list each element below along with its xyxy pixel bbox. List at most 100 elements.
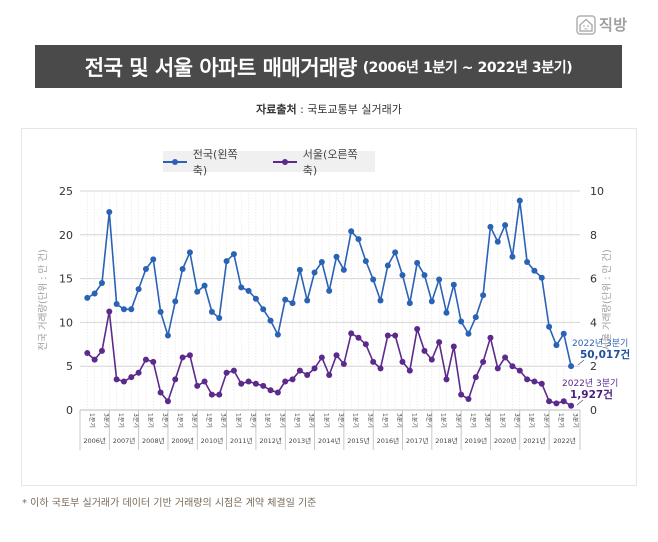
quarter-label: 3분기	[513, 413, 521, 428]
seoul-point	[318, 354, 325, 361]
nation-point	[172, 298, 179, 305]
seoul-point	[326, 371, 333, 378]
data-source: 자료출처 : 국토교통부 실거래가	[0, 101, 658, 117]
quarter-label: 3분기	[484, 413, 492, 428]
series-seoul	[84, 308, 575, 409]
year-label: 2016년	[377, 436, 400, 445]
seoul-point	[106, 308, 113, 315]
nation-point	[318, 258, 325, 265]
annotation-seoul-value: 1,927건	[570, 388, 613, 401]
nation-point	[355, 236, 362, 243]
nation-point	[128, 306, 135, 313]
year-label: 2022년	[553, 436, 576, 445]
nation-point	[289, 300, 296, 307]
quarter-label: 1분기	[88, 413, 96, 428]
nation-point	[201, 282, 208, 289]
nation-point	[194, 288, 201, 295]
nation-point	[120, 306, 127, 313]
nation-point	[296, 266, 303, 273]
nation-point	[487, 223, 494, 230]
nation-point	[142, 265, 149, 272]
quarter-label: 1분기	[322, 413, 330, 428]
seoul-point	[509, 363, 516, 370]
seoul-point	[450, 343, 457, 350]
seoul-point	[340, 361, 347, 368]
nation-point	[377, 297, 384, 304]
nation-point	[304, 297, 311, 304]
seoul-point	[172, 376, 179, 383]
nation-point	[91, 290, 98, 297]
nation-point	[179, 265, 186, 272]
chart-legend: 전국(왼쪽 축) 서울(오른쪽 축)	[163, 148, 375, 177]
nation-point	[333, 253, 340, 260]
chart-title: 전국 및 서울 아파트 매매거래량	[84, 55, 357, 80]
seoul-point	[436, 339, 443, 346]
nation-point	[443, 309, 450, 316]
series-nation	[84, 197, 575, 370]
seoul-point	[502, 354, 509, 361]
nation-point	[509, 253, 516, 260]
quarter-label: 1분기	[205, 413, 213, 428]
seoul-point	[370, 358, 377, 365]
left-axis-ticks: 0 5 10 15 20 25	[59, 185, 73, 417]
seoul-point	[362, 341, 369, 348]
year-label: 2007년	[113, 436, 136, 445]
seoul-point	[377, 365, 384, 372]
quarter-label: 1분기	[146, 413, 154, 428]
nation-point	[150, 256, 157, 263]
seoul-point	[194, 382, 201, 389]
seoul-point	[113, 376, 120, 383]
quarter-label: 3분기	[132, 413, 140, 428]
quarter-label: 3분기	[542, 413, 550, 428]
nation-point	[267, 317, 274, 324]
nation-point	[516, 197, 523, 204]
nation-point	[157, 308, 164, 315]
left-tick-label: 0	[66, 404, 73, 417]
seoul-point	[524, 376, 531, 383]
seoul-point	[238, 380, 245, 387]
year-label: 2019년	[465, 436, 488, 445]
seoul-point	[546, 398, 553, 405]
legend-item-seoul: 서울(오른쪽 축)	[272, 146, 375, 178]
nation-point	[84, 294, 91, 301]
right-axis-label: 서울 거래량(단위 : 만 건)	[601, 249, 613, 350]
nation-point	[538, 274, 545, 281]
seoul-point	[216, 391, 223, 398]
quarter-label: 1분기	[498, 413, 506, 428]
right-tick-label: 8	[590, 229, 597, 242]
nation-point	[458, 318, 465, 325]
left-tick-label: 25	[59, 185, 73, 198]
seoul-point	[252, 380, 259, 387]
seoul-point	[531, 378, 538, 385]
nation-point	[524, 258, 531, 265]
seoul-point	[223, 369, 230, 376]
nation-point	[414, 259, 421, 266]
annotation-nation: 2022년 3분기 50,017건	[572, 338, 630, 366]
seoul-point	[201, 378, 208, 385]
nation-point	[568, 363, 575, 370]
nation-point	[428, 298, 435, 305]
nation-point	[553, 342, 560, 349]
seoul-point	[333, 352, 340, 359]
seoul-point	[91, 356, 98, 363]
seoul-point	[296, 367, 303, 374]
right-tick-label: 10	[590, 185, 604, 198]
seoul-point	[142, 356, 149, 363]
quarter-label: 1분기	[293, 413, 301, 428]
seoul-point	[443, 376, 450, 383]
year-label: 2021년	[523, 436, 546, 445]
quarter-label: 3분기	[102, 413, 110, 428]
quarter-label: 1분기	[264, 413, 272, 428]
seoul-point	[120, 378, 127, 385]
seoul-point	[568, 402, 575, 409]
nation-point	[223, 258, 230, 265]
nation-point	[340, 266, 347, 273]
seoul-point	[472, 374, 479, 381]
quarter-label: 3분기	[161, 413, 169, 428]
nation-point	[326, 287, 333, 294]
seoul-point	[553, 400, 560, 407]
nation-point	[260, 306, 267, 313]
quarter-label: 1분기	[528, 413, 536, 428]
seoul-point	[179, 354, 186, 361]
